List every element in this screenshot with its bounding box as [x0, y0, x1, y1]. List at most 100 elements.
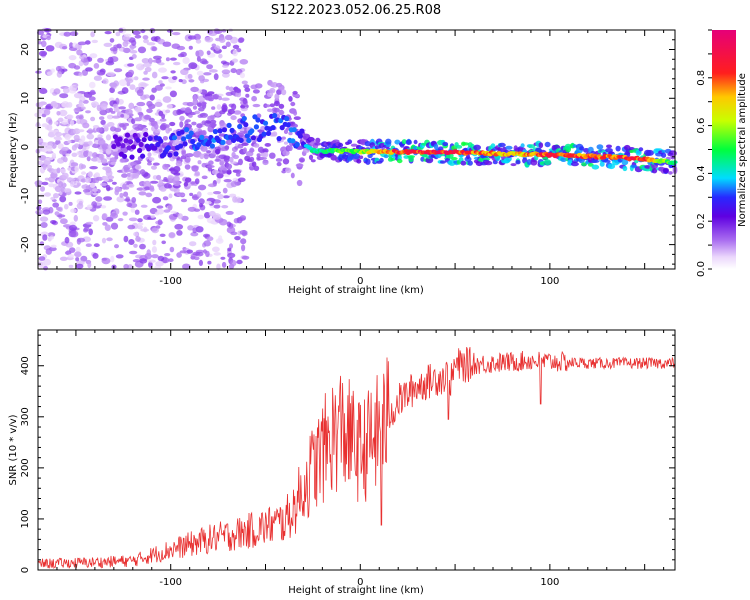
spectrogram-cell [288, 96, 293, 102]
colorbar-ticks: 0.0 0.2 0.4 0.6 0.8 [696, 29, 712, 277]
spectrogram-cell [179, 129, 185, 135]
spectrogram-cell [132, 30, 141, 35]
spectrogram-cell [229, 243, 233, 249]
spectrogram-cell [81, 171, 86, 175]
spectrogram-cell [308, 154, 314, 160]
spectrogram-cell [223, 179, 232, 183]
spectrogram-cell [143, 94, 150, 99]
spectrogram-cell [62, 68, 68, 72]
spectrogram-cell [216, 172, 224, 179]
spectrogram-cell [115, 31, 121, 37]
spectrogram-cell [188, 79, 195, 83]
spectrogram-cell [161, 113, 166, 120]
spectrogram-cell [232, 154, 239, 160]
spectrogram-cell [283, 129, 289, 134]
spectrogram-cell [155, 261, 164, 267]
spectrogram-cell [137, 147, 143, 154]
spectrogram-cell [291, 127, 297, 133]
spectrogram-cell [106, 237, 113, 242]
spectrogram-cell [54, 121, 59, 125]
spectrogram-cell [123, 191, 129, 197]
spectrogram-cell [189, 192, 194, 197]
spectrogram-cell [196, 142, 202, 148]
spectrogram-cell [159, 124, 167, 131]
spectrogram-cell [544, 141, 551, 148]
spectrogram-cell [299, 128, 305, 134]
spectrogram-cell [186, 249, 193, 254]
spectrogram-cell [105, 148, 112, 155]
spectrogram-cell [80, 255, 88, 262]
spectrogram-cell [128, 183, 135, 188]
spectrogram-cell [124, 123, 129, 127]
spectrogram-cell [109, 38, 115, 43]
spectrogram-cell [152, 145, 158, 151]
spectrogram-cell [68, 264, 74, 268]
spectrogram-cell [169, 246, 175, 253]
spectrogram-cell [243, 122, 249, 128]
spectrogram-cell [231, 103, 237, 111]
spectrogram-cell [196, 123, 203, 129]
spectrogram-cell [272, 113, 278, 119]
spectrogram-cell [199, 203, 203, 208]
spectrogram-cell [310, 159, 316, 163]
y-tick-label: 200 [20, 458, 31, 477]
spectrogram-cell [76, 202, 84, 210]
spectrogram-cell [126, 172, 132, 177]
spectrogram-cell [204, 36, 214, 43]
spectrogram-cell [156, 205, 164, 209]
spectrogram-cell [110, 255, 115, 263]
spectrogram-cell [192, 227, 197, 234]
spectrogram-cell [143, 38, 149, 44]
spectrogram-cell [239, 72, 245, 79]
spectrogram-cell [89, 182, 96, 188]
spectrogram-cell [278, 110, 285, 115]
spectrogram-cell [50, 68, 55, 73]
spectrogram-cell [45, 157, 54, 161]
spectrogram-cell [64, 133, 71, 140]
spectrogram-cell [122, 211, 128, 216]
spectrogram-cell [114, 244, 119, 249]
spectrogram-cell [224, 145, 230, 150]
spectrogram-cell [42, 164, 47, 170]
spectrogram-cell [165, 145, 171, 151]
spectrogram-cell [137, 46, 147, 54]
spectrogram-cell [148, 57, 153, 65]
spectrogram-cell [110, 140, 116, 145]
spectrogram-cell [668, 171, 673, 175]
spectrogram-cell [50, 220, 57, 224]
spectrogram-cell [124, 132, 131, 138]
spectrogram-cell [162, 41, 172, 47]
spectrogram-cell [190, 138, 196, 145]
spectrogram-cell [195, 39, 202, 44]
colorbar-tick-label: 0.6 [696, 118, 707, 134]
spectrogram-cell [50, 244, 57, 248]
spectrogram-cell [206, 50, 211, 56]
spectrogram-cell [180, 155, 187, 160]
spectrogram-cell [41, 40, 47, 48]
spectrogram-cell [88, 96, 96, 101]
spectrogram-cell [127, 224, 136, 230]
colorbar: 0.0 0.2 0.4 0.6 0.8 Normalized spectral ampl… [696, 29, 748, 277]
spectrogram-cell [49, 235, 54, 240]
spectrogram-cell [207, 191, 214, 196]
spectrogram-cell [115, 141, 121, 147]
spectrogram-cell [165, 57, 170, 62]
spectrogram-cell [123, 138, 129, 144]
spectrogram-cell [201, 101, 207, 106]
spectrogram-cell [122, 36, 131, 41]
spectrogram-cell [448, 159, 456, 166]
spectrogram-cell [240, 238, 247, 245]
spectrogram-cell [172, 31, 181, 36]
spectrogram-cell [69, 221, 76, 226]
spectrogram-cell [140, 228, 150, 232]
spectrogram-cell [67, 254, 74, 259]
spectrogram-cell [100, 182, 107, 187]
spectrogram-cell [124, 186, 130, 190]
spectrogram-cell [140, 169, 146, 175]
spectrogram-cell [110, 222, 119, 230]
spectrogram-cell [200, 80, 205, 84]
spectrogram-cell [78, 103, 84, 107]
spectrogram-cell [75, 257, 80, 262]
x-tick-label: -100 [159, 276, 182, 287]
spectrogram-cell [397, 155, 402, 161]
